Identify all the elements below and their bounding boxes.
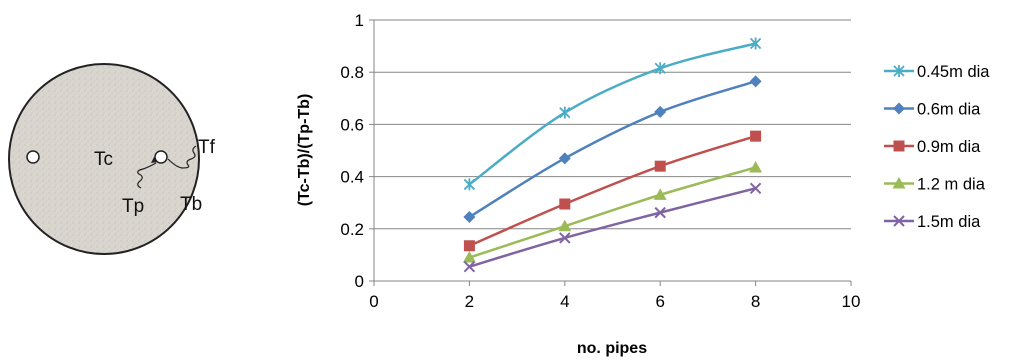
series-line xyxy=(469,166,756,259)
legend-marker xyxy=(893,140,905,152)
data-point xyxy=(559,198,571,210)
y-tick-label: 0.6 xyxy=(340,115,364,134)
legend-label: 0.6m dia xyxy=(917,101,981,119)
x-tick-label: 10 xyxy=(842,292,861,311)
label-tc: Tc xyxy=(94,149,113,170)
series-line xyxy=(468,42,756,186)
data-point xyxy=(654,160,666,172)
legend-marker xyxy=(893,102,905,115)
tf-wavy-arrow xyxy=(167,145,197,169)
legend-item: 1.2 m dia xyxy=(884,176,986,194)
legend-label: 1.2 m dia xyxy=(917,176,986,194)
legend-label: 0.45m dia xyxy=(917,63,990,81)
x-tick-label: 0 xyxy=(369,292,378,311)
series-4 xyxy=(463,182,762,273)
data-point xyxy=(463,178,476,191)
y-tick-label: 0 xyxy=(355,272,364,291)
data-point xyxy=(654,206,666,219)
series-line xyxy=(468,134,756,247)
x-tick-label: 6 xyxy=(655,292,664,311)
series-3 xyxy=(462,160,763,263)
data-point xyxy=(462,251,476,263)
y-tick-label: 0.2 xyxy=(340,220,364,239)
y-tick-label: 0.8 xyxy=(340,63,364,82)
y-axis-label: (Tc-Tb)/(Tp-Tb) xyxy=(296,94,313,207)
data-point xyxy=(559,106,571,119)
data-point xyxy=(750,130,762,142)
data-point xyxy=(654,105,667,118)
data-point xyxy=(558,219,572,232)
x-tick-label: 4 xyxy=(560,292,569,311)
label-tp: Tp xyxy=(122,196,144,217)
series-1 xyxy=(463,75,762,224)
gridlines xyxy=(374,19,851,230)
axis-ticks: 00.20.40.60.810 2 4 6 8 10 xyxy=(340,11,860,311)
x-tick-label: 8 xyxy=(751,292,760,311)
legend-item: 0.6m dia xyxy=(884,101,981,119)
data-point xyxy=(654,62,666,75)
data-point xyxy=(749,160,763,173)
chart: 00.20.40.60.810 2 4 6 8 10 no. pipes (Tc-Tb)/… xyxy=(296,11,990,357)
ground-cross-section xyxy=(8,63,200,255)
data-point xyxy=(749,37,762,50)
pipe-right xyxy=(154,150,168,164)
y-tick-label: 0.4 xyxy=(340,168,364,187)
series-line xyxy=(468,80,756,219)
data-point xyxy=(463,211,476,224)
pipe-left xyxy=(26,150,40,164)
legend-marker xyxy=(892,177,906,189)
legend-label: 0.9m dia xyxy=(917,138,981,156)
series-0 xyxy=(463,37,762,191)
label-tf: Tf xyxy=(198,137,216,158)
legend-item: 0.45m dia xyxy=(884,63,990,81)
cross-section-diagram: Tc Tf Tp Tb xyxy=(8,63,216,255)
data-point xyxy=(749,182,762,195)
data-point xyxy=(653,188,667,200)
x-axis-label: no. pipes xyxy=(577,340,647,357)
legend: 0.45m dia 0.6m dia 0.9m dia 1.2 m dia 1.5m d… xyxy=(884,63,990,231)
series-layer xyxy=(462,37,763,273)
legend-item: 1.5m dia xyxy=(884,213,981,231)
data-point xyxy=(463,260,476,273)
x-tick-label: 2 xyxy=(465,292,474,311)
series-line xyxy=(469,187,756,268)
tp-wavy-arrow xyxy=(137,162,157,189)
legend-marker xyxy=(893,215,905,227)
data-point xyxy=(463,240,475,252)
legend-marker xyxy=(893,65,905,77)
label-tb: Tb xyxy=(180,194,202,215)
legend-item: 0.9m dia xyxy=(884,138,981,156)
data-point xyxy=(558,152,571,165)
data-point xyxy=(559,232,571,244)
legend-label: 1.5m dia xyxy=(917,213,981,231)
arrow-head xyxy=(151,157,158,163)
y-tick-label: 1 xyxy=(355,11,364,30)
series-2 xyxy=(463,130,762,252)
data-point xyxy=(749,75,762,88)
